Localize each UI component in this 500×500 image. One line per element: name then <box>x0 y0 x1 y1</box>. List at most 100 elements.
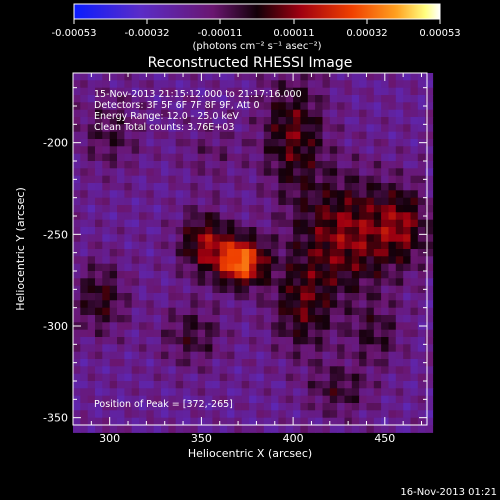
heatmap-cell <box>359 293 367 301</box>
heatmap-cell <box>73 190 81 199</box>
heatmap-cell <box>183 212 191 221</box>
heatmap-cell <box>263 417 272 426</box>
heatmap-cell <box>219 285 228 294</box>
heatmap-cell <box>249 293 257 301</box>
heatmap-cell <box>175 285 184 294</box>
heatmap-cell <box>307 271 316 279</box>
heatmap-cell <box>403 293 412 301</box>
heatmap-cell <box>109 80 118 89</box>
heatmap-cell <box>227 403 235 411</box>
heatmap-cell <box>241 80 250 89</box>
heatmap-cell <box>271 234 279 243</box>
heatmap-cell <box>322 395 331 404</box>
heatmap-cell <box>241 197 250 206</box>
heatmap-cell <box>381 293 389 301</box>
heatmap-cell <box>359 256 367 265</box>
heatmap-cell <box>256 395 265 404</box>
heatmap-cell <box>102 285 111 294</box>
heatmap-cell <box>373 278 382 287</box>
heatmap-cell <box>285 197 294 206</box>
heatmap-cell <box>175 95 184 103</box>
heatmap-cell <box>249 197 257 206</box>
heatmap-cell <box>197 95 206 103</box>
heatmap-cell <box>205 234 213 243</box>
heatmap-cell <box>212 87 221 96</box>
heatmap-cell <box>197 366 206 375</box>
colorbar-tick-label: 0.00011 <box>273 28 314 39</box>
heatmap-cell <box>315 241 323 250</box>
heatmap-cell <box>344 139 353 147</box>
heatmap-cell <box>373 102 382 111</box>
heatmap-cell <box>241 102 250 111</box>
heatmap-cell <box>153 227 162 235</box>
heatmap-cell <box>425 381 434 389</box>
heatmap-cell <box>227 197 235 206</box>
heatmap-cell <box>153 212 162 221</box>
heatmap-cell <box>337 146 345 155</box>
heatmap-cell <box>197 388 206 397</box>
heatmap-cell <box>403 307 412 316</box>
heatmap-cell <box>329 307 338 316</box>
heatmap-image <box>73 73 434 433</box>
heatmap-cell <box>256 168 265 177</box>
heatmap-cell <box>410 190 419 199</box>
heatmap-cell <box>256 373 265 382</box>
heatmap-cell <box>373 395 382 404</box>
heatmap-cell <box>263 395 272 404</box>
heatmap-cell <box>87 197 96 206</box>
heatmap-cell <box>234 256 243 265</box>
heatmap-cell <box>315 278 323 287</box>
heatmap-cell <box>271 293 279 301</box>
heatmap-cell <box>307 285 316 294</box>
heatmap-cell <box>307 307 316 316</box>
heatmap-cell <box>249 117 257 125</box>
heatmap-cell <box>410 102 419 111</box>
heatmap-cell <box>373 271 382 279</box>
heatmap-cell <box>131 241 140 250</box>
heatmap-cell <box>131 124 140 133</box>
heatmap-cell <box>139 373 147 382</box>
heatmap-cell <box>117 95 125 103</box>
heatmap-cell <box>315 219 323 228</box>
heatmap-cell <box>168 395 177 404</box>
heatmap-cell <box>425 351 434 360</box>
heatmap-cell <box>117 219 125 228</box>
heatmap-cell <box>285 285 294 294</box>
heatmap-cell <box>175 271 184 279</box>
heatmap-cell <box>322 300 331 309</box>
heatmap-cell <box>190 293 199 301</box>
heatmap-cell <box>395 131 404 140</box>
heatmap-cell <box>285 388 294 397</box>
heatmap-cell <box>381 359 389 367</box>
heatmap-cell <box>117 109 125 118</box>
heatmap-cell <box>417 131 426 140</box>
heatmap-cell <box>212 293 221 301</box>
heatmap-cell <box>388 234 397 243</box>
heatmap-cell <box>95 381 103 389</box>
heatmap-cell <box>124 351 133 360</box>
heatmap-cell <box>241 381 250 389</box>
heatmap-cell <box>175 337 184 345</box>
heatmap-cell <box>234 234 243 243</box>
heatmap-cell <box>263 80 272 89</box>
heatmap-cell <box>351 417 360 426</box>
heatmap-cell <box>190 410 199 419</box>
heatmap-cell <box>234 359 243 367</box>
heatmap-cell <box>285 344 294 353</box>
heatmap-cell <box>425 102 434 111</box>
heatmap-cell <box>381 146 389 155</box>
heatmap-cell <box>139 278 147 287</box>
plot-frame <box>72 72 428 426</box>
heatmap-cell <box>351 73 360 81</box>
heatmap-cell <box>87 95 96 103</box>
heatmap-cell <box>337 80 345 89</box>
heatmap-cell <box>359 395 367 404</box>
heatmap-cell <box>307 256 316 265</box>
heatmap-cell <box>271 205 279 213</box>
heatmap-cell <box>117 278 125 287</box>
heatmap-cell <box>168 153 177 162</box>
heatmap-cell <box>395 381 404 389</box>
heatmap-cell <box>205 271 213 279</box>
heatmap-cell <box>190 175 199 184</box>
heatmap-cell <box>337 351 345 360</box>
